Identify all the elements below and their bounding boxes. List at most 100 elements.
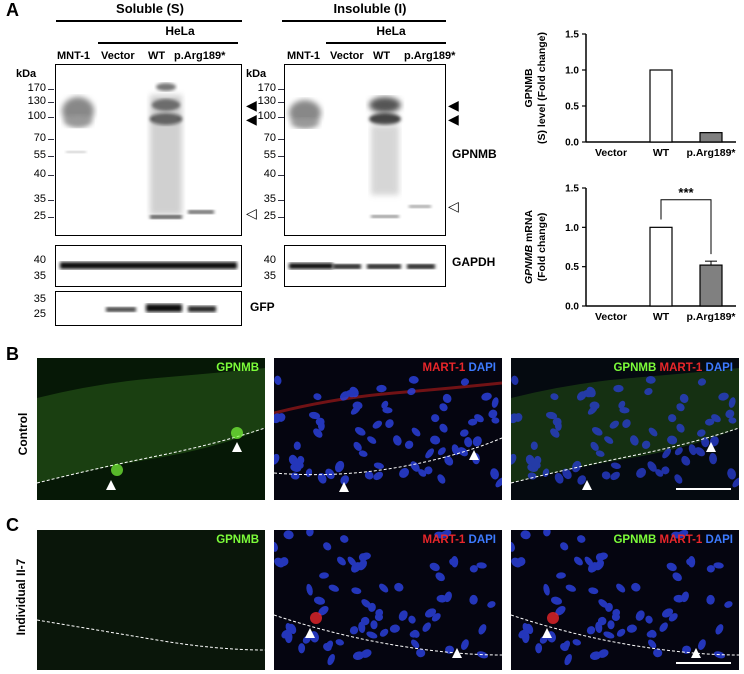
x-tick-label: p.Arg189* — [686, 311, 736, 323]
nucleus — [429, 562, 440, 572]
nucleus — [290, 472, 300, 480]
mw-marker-130: 130 — [257, 95, 276, 107]
nucleus — [325, 468, 335, 480]
nucleus — [284, 631, 293, 644]
nucleus — [451, 444, 460, 456]
nucleus — [354, 426, 366, 436]
nucleus — [335, 639, 344, 646]
panel-c-row-label: Individual II-7 — [14, 558, 28, 636]
nucleus — [442, 393, 452, 404]
soluble-lane-mnt1: MNT-1 — [57, 50, 90, 62]
y-label-italic: GPNMB — [523, 245, 535, 285]
nucleus — [349, 626, 359, 635]
insoluble-lane-wt: WT — [373, 50, 391, 62]
nucleus — [727, 468, 736, 480]
nucleus — [511, 541, 515, 552]
nucleus — [706, 594, 715, 605]
nucleus — [430, 435, 441, 445]
nucleus — [694, 447, 705, 457]
nucleus — [681, 455, 691, 466]
x-tick-label: WT — [653, 311, 670, 323]
nucleus — [352, 401, 363, 410]
nucleus — [283, 530, 294, 540]
nucleus — [535, 643, 543, 654]
gfp-label: GFP — [250, 300, 275, 314]
nucleus — [495, 477, 502, 488]
nucleus — [315, 417, 325, 426]
micrograph-c-mart1: MART-1 DAPI — [274, 530, 502, 670]
micrograph-b-merge-caption: GPNMB MART-1 DAPI — [613, 362, 733, 374]
gpnmb-blot-label: GPNMB — [452, 147, 497, 161]
soluble-gapdh-blot — [55, 245, 242, 287]
nucleus — [530, 441, 538, 451]
mw-tick — [278, 156, 284, 157]
nucleus — [688, 444, 697, 456]
nucleus — [468, 418, 478, 426]
nucleus — [385, 419, 394, 428]
nucleus — [701, 437, 710, 448]
nucleus — [491, 417, 500, 424]
insoluble-kda-label: kDa — [246, 68, 267, 80]
nucleus — [560, 542, 569, 551]
nucleus — [586, 626, 596, 635]
y-tick-label: 0.0 — [565, 138, 579, 149]
nucleus — [398, 610, 408, 621]
nucleus — [361, 599, 371, 608]
nucleus — [631, 582, 641, 592]
nucleus — [367, 436, 377, 444]
nucleus — [435, 572, 445, 582]
nucleus — [407, 387, 416, 396]
nucleus — [274, 375, 282, 385]
nucleus — [674, 474, 683, 484]
nucleus — [439, 403, 448, 412]
nucleus — [588, 587, 599, 595]
nucleus — [274, 453, 280, 465]
nucleus — [370, 620, 378, 630]
mw-marker-35: 35 — [263, 193, 276, 205]
nucleus — [340, 475, 349, 485]
soluble-lane-wt: WT — [148, 50, 166, 62]
nucleus — [374, 613, 384, 621]
nucleus — [626, 624, 637, 633]
nucleus — [416, 648, 426, 658]
y-label-line1: GPNMB mRNA — [523, 210, 535, 285]
nucleus — [521, 631, 530, 644]
nucleus — [571, 460, 582, 473]
nucleus — [437, 474, 446, 484]
nucleus — [601, 471, 611, 480]
nucleus — [373, 471, 383, 481]
gfp-blot — [55, 291, 242, 326]
micrograph-b-merge: GPNMB MART-1 DAPI — [511, 358, 739, 500]
mw-marker-40: 40 — [263, 168, 276, 180]
c-merge-gpnmb-text: GPNMB — [613, 534, 657, 546]
nucleus — [644, 387, 653, 396]
nucleus — [594, 559, 604, 571]
nucleus — [647, 639, 657, 649]
nucleus — [444, 455, 454, 466]
nucleus — [313, 596, 326, 605]
insoluble-hela-label: HeLa — [376, 24, 406, 38]
mw-marker-170: 170 — [257, 82, 276, 94]
nucleus — [718, 392, 729, 401]
nucleus — [399, 467, 410, 478]
nucleus — [697, 429, 706, 437]
insoluble-header: Insoluble (I) — [333, 1, 407, 16]
nucleus — [562, 468, 572, 480]
micrograph-c-mart1-caption: MART-1 DAPI — [423, 534, 497, 546]
nucleus — [561, 640, 571, 651]
nucleus — [641, 440, 651, 449]
nucleus — [709, 453, 718, 465]
x-tick-label: WT — [653, 147, 670, 159]
gfp-mw-35: 35 — [33, 293, 46, 305]
nucleus — [554, 472, 564, 484]
nucleus — [349, 386, 359, 398]
micrograph-c-gpnmb-caption: GPNMB — [216, 534, 259, 546]
merge-mart1-text: MART-1 — [659, 362, 703, 374]
nucleus — [635, 610, 645, 621]
nucleus — [705, 418, 715, 426]
nucleus — [472, 436, 482, 447]
soluble-gpnmb-blot — [55, 64, 242, 236]
nucleus — [659, 622, 668, 632]
insoluble-mw-markers: 170 130 100 70 55 40 35 25 — [248, 82, 288, 232]
nucleus — [630, 435, 639, 446]
